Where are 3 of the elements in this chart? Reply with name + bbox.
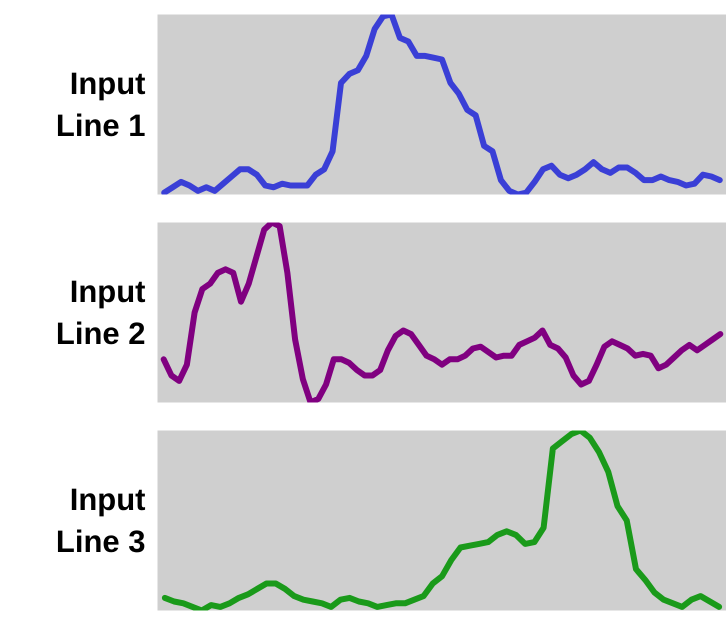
y-axis-title: Input Line 3 bbox=[56, 482, 146, 559]
y-axis-title: Input Line 1 bbox=[56, 66, 146, 143]
y-axis-title: Input Line 2 bbox=[56, 274, 146, 351]
